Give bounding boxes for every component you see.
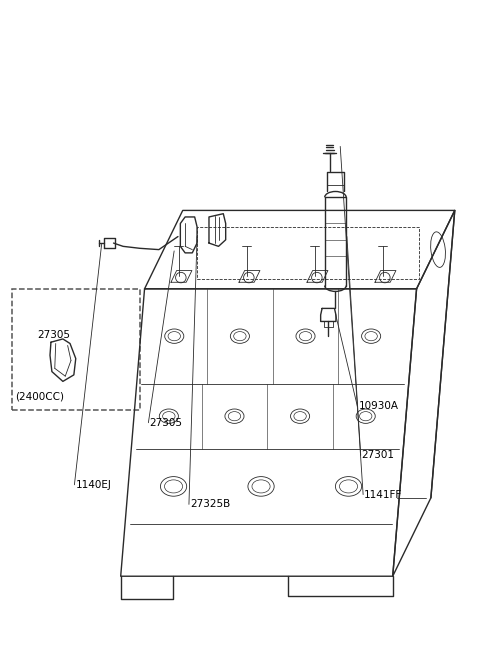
Text: 1140EJ: 1140EJ xyxy=(75,480,111,490)
Text: 27305: 27305 xyxy=(149,418,182,428)
Text: 1141FF: 1141FF xyxy=(364,489,402,500)
Bar xyxy=(12,289,140,409)
Text: 27305: 27305 xyxy=(37,329,70,340)
Text: (2400CC): (2400CC) xyxy=(15,392,64,401)
Text: 27325B: 27325B xyxy=(190,499,230,509)
Text: 27301: 27301 xyxy=(362,451,395,461)
Text: 10930A: 10930A xyxy=(359,401,398,411)
